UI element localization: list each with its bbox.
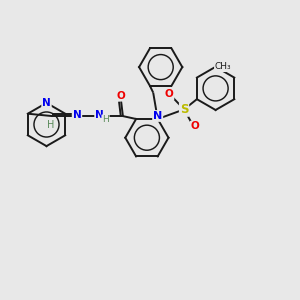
Text: H: H [47, 119, 55, 130]
Text: O: O [191, 122, 200, 131]
Text: S: S [180, 103, 188, 116]
Text: O: O [165, 89, 173, 99]
Text: O: O [117, 91, 125, 101]
Text: N: N [73, 110, 81, 120]
Text: N: N [42, 98, 51, 108]
Text: H: H [102, 115, 109, 124]
Text: N: N [95, 110, 104, 120]
Text: N: N [153, 111, 162, 121]
Text: CH₃: CH₃ [215, 62, 231, 71]
